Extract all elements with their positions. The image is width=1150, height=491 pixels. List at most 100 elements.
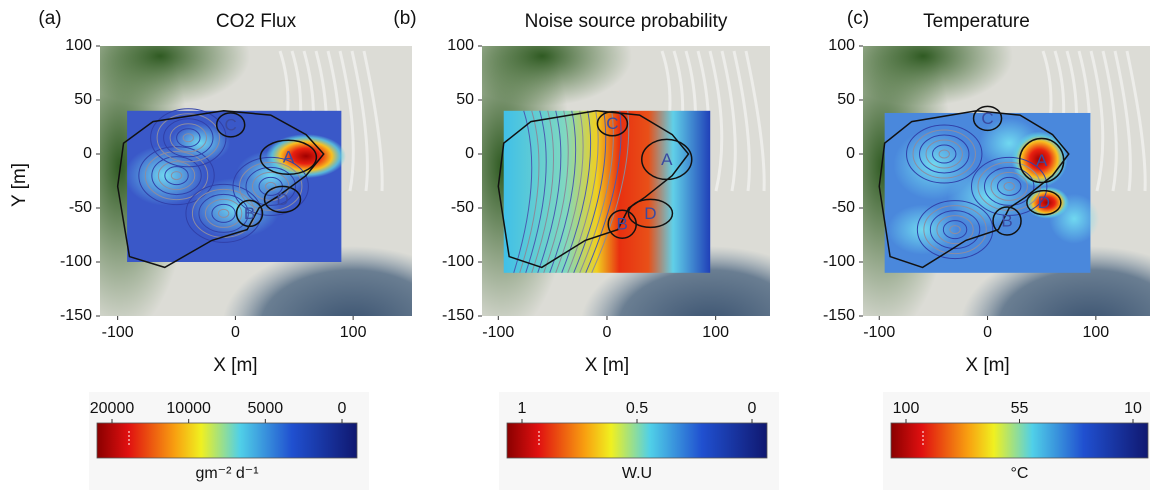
- terrain-line: [1101, 50, 1118, 192]
- contour-line: [157, 161, 196, 191]
- x-tick-label: -100: [102, 324, 134, 341]
- y-tick-label: -150: [60, 307, 92, 324]
- contour-line: [929, 210, 981, 250]
- contour-line: [245, 166, 296, 206]
- contour-line: [942, 220, 968, 240]
- colorbar-tick-label: 0: [748, 400, 757, 417]
- colorbar: [506, 422, 768, 459]
- colorbar-tick-label: 55: [1011, 400, 1029, 417]
- y-tick-label: 0: [465, 145, 474, 162]
- region-label: C: [225, 115, 237, 134]
- y-tick-label: 100: [447, 37, 474, 54]
- vegetation: [482, 46, 632, 106]
- contour-line: [150, 108, 227, 168]
- contour-line: [916, 200, 994, 260]
- region-circle: [992, 206, 1022, 236]
- terrain-line: [362, 50, 384, 192]
- contour-line: [156, 113, 221, 163]
- contour-line: [925, 139, 963, 169]
- x-axis-label: X [m]: [213, 355, 257, 376]
- colorbar-tick-label: 5000: [248, 400, 284, 417]
- region-circle: [1026, 189, 1062, 216]
- x-tick-label: 100: [1082, 324, 1109, 341]
- panel-title: Noise source probability: [525, 11, 728, 32]
- region-circle: [263, 185, 302, 214]
- contour-line: [232, 156, 309, 216]
- y-tick-label: -50: [69, 199, 92, 216]
- y-axis-label: Y [m]: [9, 163, 30, 207]
- terrain-line: [1089, 50, 1105, 192]
- region-label: A: [283, 148, 295, 167]
- colorbar: [96, 422, 358, 459]
- region-circle: [596, 111, 629, 137]
- contour-line: [977, 161, 1041, 211]
- y-tick-label: 50: [837, 91, 855, 108]
- colorbar-tick-label: 10: [1124, 400, 1142, 417]
- panel: A B C D -100 0 100 -150 -100 -50 0 50 100 X [m] (c) Tem…: [823, 8, 1150, 490]
- region-label: A: [1036, 151, 1048, 170]
- y-tick-label: -150: [442, 307, 474, 324]
- heatmap-blob: [947, 167, 1028, 228]
- panel: A B C D -100 0 100 -150 -100 -50 0 50 100 X [m] (b) Noi…: [393, 8, 779, 490]
- colorbar: [890, 422, 1149, 459]
- x-tick-label: 100: [702, 324, 729, 341]
- terrain-line: [350, 50, 369, 192]
- contour-line: [138, 146, 215, 206]
- map-image: [482, 46, 770, 316]
- contour-line: [525, 110, 547, 273]
- y-tick-label: -100: [60, 253, 92, 270]
- heatmap-overlay: [884, 112, 1100, 273]
- contour-line: [144, 151, 209, 201]
- panel-title: Temperature: [923, 11, 1030, 32]
- contour-line: [182, 133, 195, 143]
- colorbar-tick-label: 10000: [166, 400, 211, 417]
- contour-line: [176, 128, 201, 148]
- contour-line: [971, 156, 1048, 216]
- terrain-line: [708, 50, 724, 192]
- colorbar-tick-label: 100: [893, 400, 920, 417]
- colorbar-tick-label: 0: [338, 400, 347, 417]
- terrain-line: [732, 50, 751, 192]
- contour-line: [170, 171, 183, 181]
- region-label: C: [606, 114, 618, 133]
- x-tick-label: 100: [340, 324, 367, 341]
- contour-line: [217, 208, 230, 218]
- region-label: B: [244, 204, 255, 223]
- y-tick-label: -50: [451, 199, 474, 216]
- region-label: C: [981, 109, 993, 128]
- heatmap-blob: [170, 123, 231, 164]
- contour-line: [164, 166, 189, 186]
- contour-line: [591, 110, 630, 274]
- region-circle: [235, 199, 264, 228]
- map-image: [863, 46, 1150, 316]
- contour-line: [919, 134, 970, 174]
- contour-line: [549, 110, 577, 273]
- x-tick-label: 0: [231, 324, 240, 341]
- contour-line: [938, 149, 950, 159]
- colorbar-tick-label: 1: [518, 400, 527, 417]
- terrain-line: [1113, 50, 1132, 192]
- panel-title: CO2 Flux: [216, 11, 297, 32]
- x-axis-label: X [m]: [585, 355, 629, 376]
- heatmap-peak: [1025, 186, 1070, 219]
- terrain-line: [338, 50, 355, 192]
- colorbar-unit: W.U: [622, 465, 652, 482]
- y-tick-label: -50: [832, 199, 855, 216]
- region-circle: [259, 139, 318, 175]
- y-tick-label: 100: [828, 37, 855, 54]
- contour-line: [185, 183, 262, 243]
- region-label: D: [644, 204, 656, 223]
- contour-line: [923, 205, 987, 255]
- terrain-line: [720, 50, 737, 192]
- contour-line: [543, 110, 569, 273]
- contour-line: [990, 171, 1028, 201]
- contour-line: [949, 225, 961, 235]
- region-circle: [972, 105, 1003, 132]
- contour-line: [239, 161, 303, 211]
- y-tick-label: -150: [823, 307, 855, 324]
- contour-line: [211, 203, 236, 223]
- region-circle: [641, 138, 693, 181]
- panel-label: (b): [393, 8, 416, 29]
